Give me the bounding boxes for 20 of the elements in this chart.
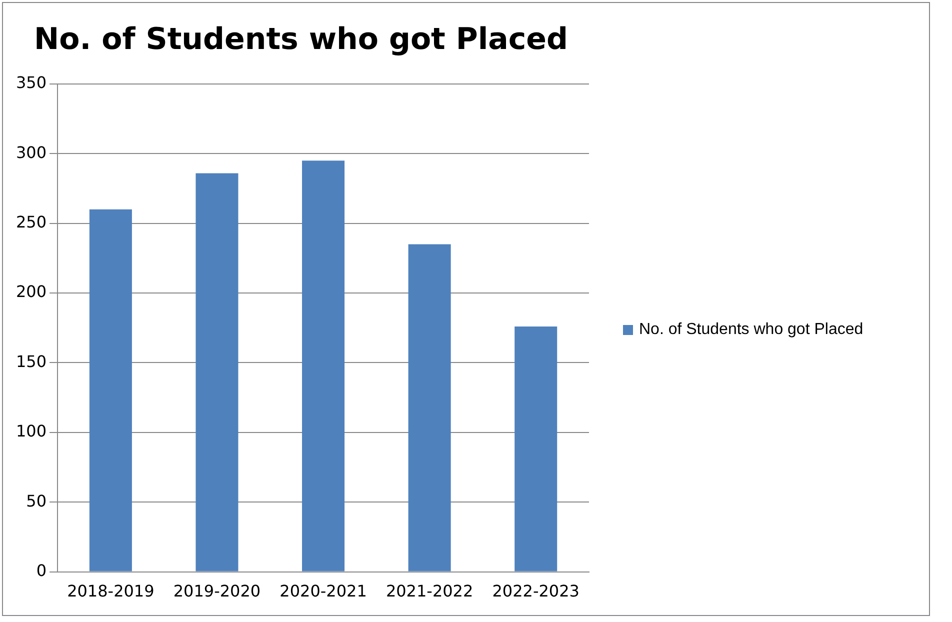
bar bbox=[89, 209, 132, 572]
x-tick-label: 2020-2021 bbox=[280, 582, 367, 601]
x-tick-label: 2022-2023 bbox=[492, 582, 580, 601]
x-tick-label: 2018-2019 bbox=[67, 582, 154, 601]
y-tick-label: 0 bbox=[36, 560, 47, 580]
bar bbox=[408, 244, 451, 572]
y-tick-label: 200 bbox=[16, 282, 47, 302]
x-tick-label: 2021-2022 bbox=[386, 582, 474, 601]
chart-title: No. of Students who got Placed bbox=[34, 22, 568, 57]
y-tick-label: 100 bbox=[16, 422, 47, 441]
y-tick-label: 150 bbox=[16, 352, 47, 371]
y-tick-label: 50 bbox=[26, 491, 47, 510]
bar bbox=[514, 326, 558, 572]
y-tick-label: 250 bbox=[16, 212, 47, 232]
bar bbox=[196, 173, 238, 572]
y-tick-label: 350 bbox=[16, 73, 47, 92]
x-tick-label: 2019-2020 bbox=[173, 582, 261, 601]
bar bbox=[302, 160, 345, 572]
y-tick-label: 300 bbox=[16, 142, 47, 162]
legend-label: No. of Students who got Placed bbox=[639, 321, 864, 339]
